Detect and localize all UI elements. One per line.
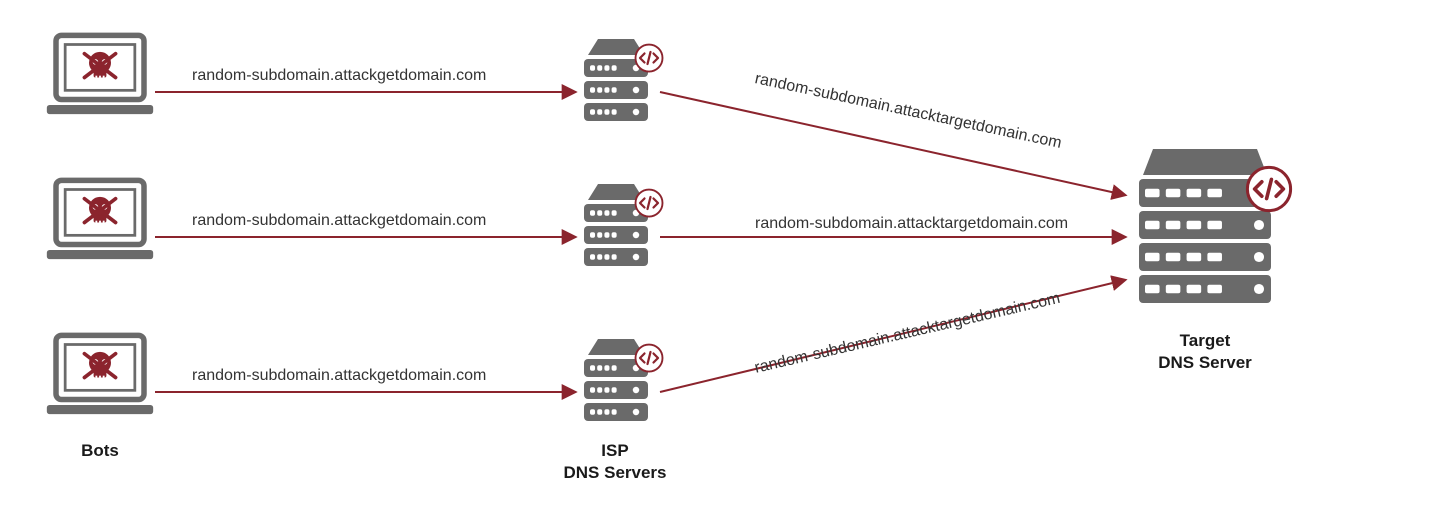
code-badge-icon	[634, 188, 664, 223]
arrow-label: random-subdomain.attackgetdomain.com	[192, 367, 486, 385]
caption-target-line: DNS Server	[1110, 352, 1300, 374]
target-server-icon	[1135, 145, 1275, 308]
bot-laptop-icon	[45, 30, 155, 130]
caption-isp-line: ISP	[555, 440, 675, 462]
arrow-label: random-subdomain.attacktargetdomain.com	[753, 290, 1062, 378]
caption-isp: ISPDNS Servers	[555, 440, 675, 484]
caption-bots: Bots	[45, 440, 155, 462]
code-badge-icon	[634, 343, 664, 378]
caption-bots-line: Bots	[45, 440, 155, 462]
bot-laptop-icon	[45, 330, 155, 430]
code-badge-icon	[1245, 165, 1293, 218]
arrow-label: random-subdomain.attackgetdomain.com	[192, 67, 486, 85]
isp-server-icon	[580, 35, 652, 126]
caption-isp-line: DNS Servers	[555, 462, 675, 484]
arrow-label: random-subdomain.attacktargetdomain.com	[755, 215, 1068, 233]
caption-target: TargetDNS Server	[1110, 330, 1300, 374]
caption-target-line: Target	[1110, 330, 1300, 352]
bot-laptop-icon	[45, 175, 155, 275]
arrow-label: random-subdomain.attacktargetdomain.com	[753, 70, 1063, 153]
arrow-label: random-subdomain.attackgetdomain.com	[192, 212, 486, 230]
code-badge-icon	[634, 43, 664, 78]
isp-server-icon	[580, 335, 652, 426]
isp-server-icon	[580, 180, 652, 271]
